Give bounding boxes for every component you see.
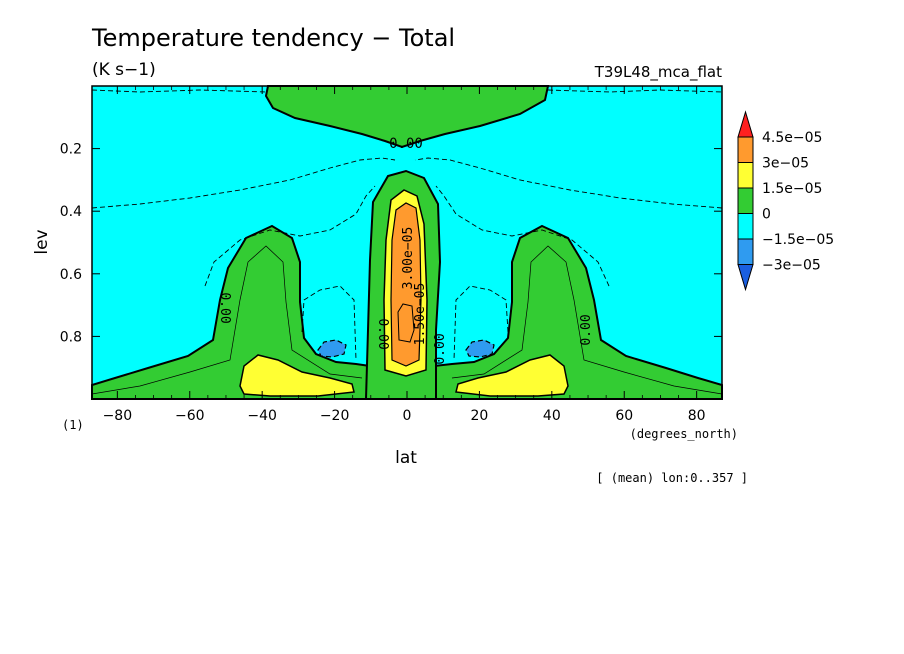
contour-label: 0.00 (579, 314, 594, 345)
y-tick-label: 0.8 (60, 329, 82, 345)
colorbar-label: −3e−05 (762, 258, 821, 274)
region-south-yellow (239, 354, 355, 397)
colorbar: 4.5e−05 3e−05 1.5e−05 0 −1.5e−05 −3e−05 (737, 110, 834, 292)
zero-contours (91, 245, 723, 395)
x-tick-label: −20 (320, 408, 350, 424)
y-axis: 0.2 0.4 0.6 0.8 (60, 142, 722, 345)
y-axis-label: lev (32, 229, 52, 254)
x-axis-label: lat (395, 448, 417, 468)
colorbar-label: 0 (762, 207, 771, 223)
chart-title: Temperature tendency − Total (91, 24, 455, 52)
negative-contours (91, 89, 723, 361)
region-southern-min (317, 339, 347, 358)
contour-label: 0.00 (389, 136, 423, 152)
y-axis-units: (1) (62, 418, 84, 432)
x-tick-label: −80 (103, 408, 133, 424)
colorbar-bottom-arrow (737, 264, 754, 292)
colorbar-label: 4.5e−05 (762, 130, 822, 146)
contour-core-inner (397, 303, 415, 343)
x-tick-label: 0 (403, 408, 412, 424)
colorbar-top-arrow (737, 110, 754, 138)
region-southern-lobe (91, 224, 374, 400)
x-tick-label: −60 (175, 408, 205, 424)
region-north-yellow (455, 354, 569, 397)
contour-label: 0.00 (217, 292, 232, 323)
region-northern-min (465, 339, 495, 358)
contour-label: 0.00 (433, 333, 448, 364)
experiment-label: T39L48_mca_flat (594, 63, 722, 82)
colorbar-label: −1.5e−05 (762, 232, 834, 248)
colorbar-swatch (737, 238, 754, 265)
colorbar-label: 3e−05 (762, 156, 809, 172)
x-axis: −80 −60 −40 −20 0 20 40 60 80 (103, 86, 706, 424)
contour-label: 3.00e−05 (401, 227, 416, 290)
x-tick-label: 80 (688, 408, 706, 424)
y-tick-label: 0.4 (60, 204, 82, 220)
footnote: [ (mean) lon:0..357 ] (596, 471, 748, 485)
chart-units: (K s−1) (92, 60, 156, 80)
region-upper-positive (264, 85, 550, 149)
colorbar-swatch (737, 187, 754, 214)
x-tick-label: 20 (470, 408, 488, 424)
colorbar-label: 1.5e−05 (762, 181, 822, 197)
x-tick-label: −40 (247, 408, 277, 424)
region-northern-lobe (430, 224, 723, 400)
colorbar-swatch (737, 213, 754, 240)
plot-area: 0.00 0.00 0.00 0.00 0.00 3.00e−05 1.50e−… (91, 85, 723, 400)
x-axis-units: (degrees_north) (630, 427, 738, 441)
x-tick-label: 60 (615, 408, 633, 424)
x-tick-label: 40 (543, 408, 561, 424)
contour-label: 0.00 (375, 318, 390, 349)
colorbar-swatch (737, 136, 754, 163)
contour-label-group: 0.00 0.00 0.00 0.00 0.00 3.00e−05 1.50e−… (217, 136, 594, 365)
colorbar-swatch (737, 162, 754, 189)
contour-label: 1.50e−05 (413, 283, 428, 346)
y-tick-label: 0.2 (60, 142, 82, 158)
y-tick-label: 0.6 (60, 267, 82, 283)
